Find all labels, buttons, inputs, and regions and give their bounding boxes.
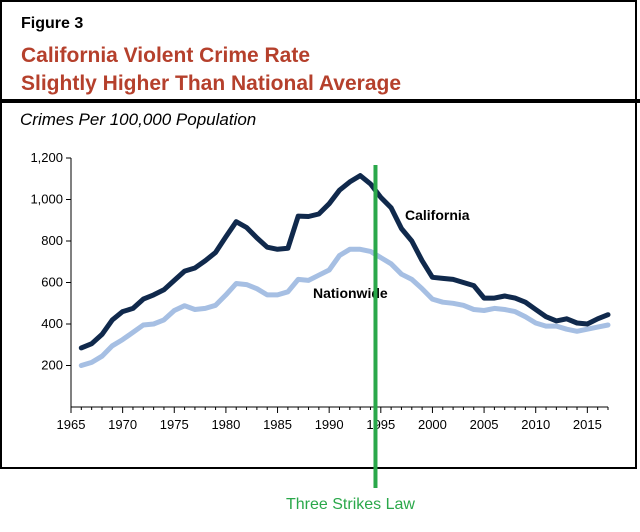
figure-title: California Violent Crime Rate Slightly H… xyxy=(21,42,401,98)
x-tick-label: 1965 xyxy=(57,417,86,432)
y-tick-label: 1,200 xyxy=(30,150,63,165)
three-strikes-annotation: Three Strikes Law xyxy=(286,496,415,513)
y-tick-label: 1,000 xyxy=(30,192,63,207)
y-tick-label: 600 xyxy=(41,275,63,290)
x-tick-label: 1975 xyxy=(160,417,189,432)
figure-label: Figure 3 xyxy=(21,15,84,32)
california-line xyxy=(78,173,611,351)
y-tick-label: 200 xyxy=(41,358,63,373)
x-tick-label: 2005 xyxy=(470,417,499,432)
california-label: California xyxy=(405,207,470,223)
title-line-1: California Violent Crime Rate xyxy=(21,44,311,67)
x-tick-label: 1980 xyxy=(211,417,240,432)
header-divider xyxy=(0,99,640,103)
nationwide-label: Nationwide xyxy=(313,285,388,301)
chart-subtitle: Crimes Per 100,000 Population xyxy=(20,110,257,129)
x-tick-label: 1990 xyxy=(315,417,344,432)
chart-panel xyxy=(0,103,637,469)
figure-header xyxy=(0,0,637,99)
y-tick-label: 800 xyxy=(41,233,63,248)
title-line-2: Slightly Higher Than National Average xyxy=(21,72,402,95)
x-tick-label: 2010 xyxy=(521,417,550,432)
x-tick-label: 1995 xyxy=(366,417,395,432)
x-tick-label: 2015 xyxy=(573,417,602,432)
x-tick-label: 2000 xyxy=(418,417,447,432)
x-tick-label: 1985 xyxy=(263,417,292,432)
y-tick-label: 400 xyxy=(41,316,63,331)
x-tick-label: 1970 xyxy=(108,417,137,432)
nationwide-line xyxy=(78,246,611,368)
